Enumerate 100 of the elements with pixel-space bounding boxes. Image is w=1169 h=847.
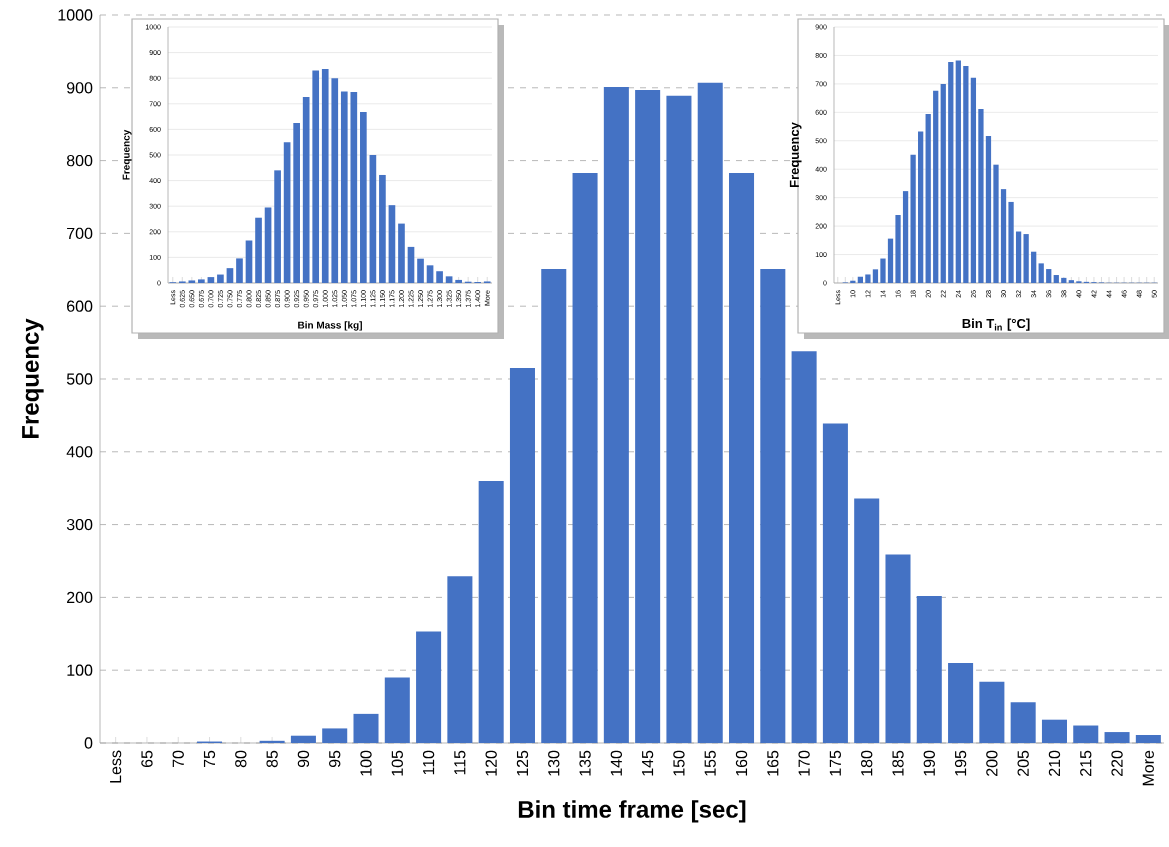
y-axis-title: Frequency [22,318,44,439]
x-tick-label: 70 [172,750,184,768]
bar [379,174,386,283]
x-tick-label: 135 [579,750,591,776]
bar [993,164,999,283]
bar [940,83,946,283]
bar [918,131,924,283]
bar [416,631,442,743]
bar [255,217,262,283]
bar [302,96,310,283]
bar [760,269,786,743]
bar [353,713,379,743]
y-tick-label: 100 [67,664,93,676]
bar [895,215,901,283]
bar [854,498,880,743]
y-axis-title: Frequency [122,129,132,180]
bar [885,554,911,743]
y-tick-label: 900 [67,82,93,94]
bar [635,89,661,743]
y-tick-label: 700 [67,227,93,240]
bar [729,172,755,743]
bar [925,114,931,283]
bar [1015,231,1022,283]
bar [872,269,879,283]
bar [1061,277,1067,283]
x-tick-label: 160 [735,750,748,776]
bar [791,351,817,743]
bar [283,142,291,283]
bar [1041,719,1067,743]
bar [445,276,453,283]
x-axis-title: Bin T$_{in}$ [°C] [962,318,1030,331]
x-tick-label: 155 [704,750,716,776]
x-tick-label: 130 [548,750,560,776]
bar [188,280,196,283]
bar [322,728,348,743]
bar [1068,280,1074,283]
x-tick-label: 90 [297,750,310,768]
bar [290,735,316,743]
x-tick-label: 175 [829,750,841,776]
y-tick-label: 1000 [58,9,93,21]
bar [198,279,205,283]
x-tick-label: More [1142,750,1154,786]
bar [985,135,992,283]
x-tick-label: 80 [235,750,247,768]
bar [1000,189,1007,283]
bar [455,279,462,283]
x-tick-label: 200 [986,750,998,776]
bar [979,681,1005,743]
bar [245,240,253,283]
bar [1053,275,1059,283]
y-axis-title: Frequency [789,122,802,187]
x-tick-label: 120 [485,750,497,776]
bar [541,269,567,743]
bar [697,82,723,743]
bar [963,65,969,283]
x-tick-label: 85 [266,750,278,768]
y-tick-label: 500 [66,373,93,385]
y-tick-label: 800 [66,154,93,167]
x-tick-label: 95 [329,750,341,768]
x-tick-label: 210 [1048,750,1061,776]
bar [478,480,504,743]
bar [1008,201,1014,283]
bar [948,662,974,743]
bar [666,95,692,743]
y-tick-label: 0 [84,737,93,749]
bar [447,576,473,743]
x-tick-label: 145 [642,750,654,776]
bar [955,60,961,283]
x-tick-label: 190 [923,750,935,776]
bar [1031,251,1037,283]
x-tick-label: 170 [798,750,810,776]
bar [603,87,629,743]
x-tick-label: 205 [1017,750,1029,776]
x-tick-label: 75 [203,750,216,768]
bar [331,78,339,283]
x-tick-label: 110 [422,750,435,775]
bar [509,368,535,743]
bar [902,191,909,283]
bar [1023,234,1029,283]
bar [1104,732,1130,743]
x-tick-label: Less [110,750,122,783]
bar [857,276,864,283]
bar [865,274,871,283]
x-tick-label: 150 [673,750,685,776]
bar [407,246,415,283]
bar [970,77,977,283]
y-tick-label: 400 [66,446,93,458]
bar [398,223,405,283]
bar [417,258,424,283]
bar [312,70,320,283]
bar [910,154,916,283]
bar [1046,269,1052,283]
bar [207,277,215,283]
x-tick-label: 165 [767,750,779,776]
y-tick-label: 300 [66,518,93,531]
bar [916,595,942,743]
bar [369,154,377,283]
x-tick-label: 215 [1080,750,1092,776]
bar [426,265,434,283]
x-tick-label: 140 [610,750,623,776]
